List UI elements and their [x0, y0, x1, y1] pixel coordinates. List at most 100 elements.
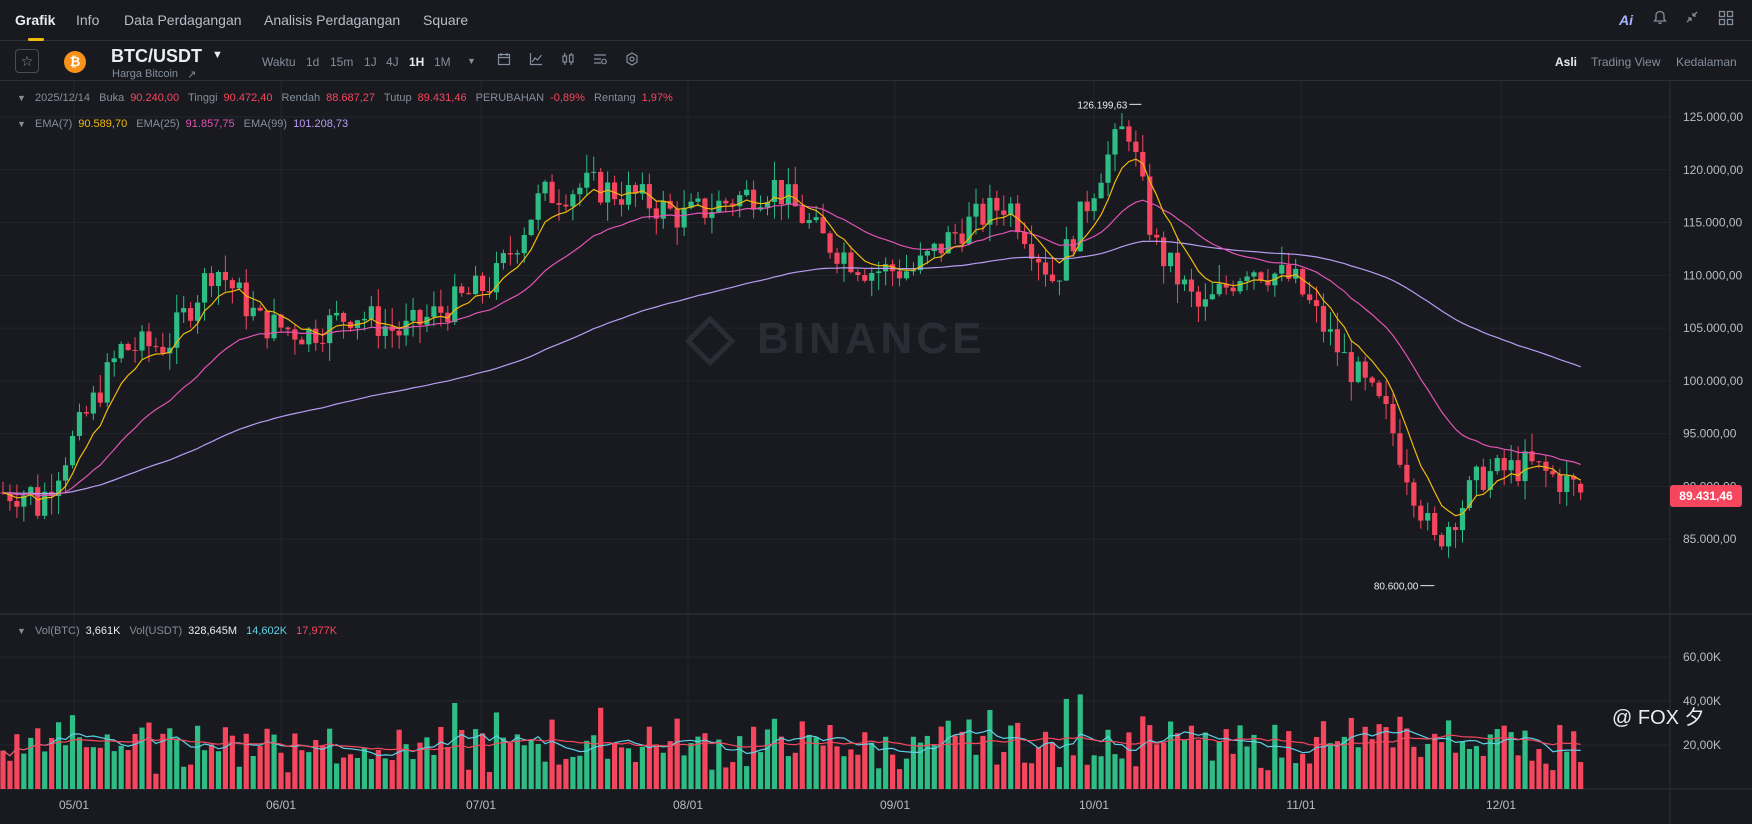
volume-bar [931, 744, 937, 789]
candlestick-chart[interactable]: 125.000,00 120.000,00 115.000,00 110.000,00… [0, 81, 1752, 824]
candle-body [125, 344, 131, 351]
candle-body [1251, 272, 1257, 277]
volume-bar [424, 737, 430, 789]
candle-body [855, 272, 861, 276]
timeframe-15m[interactable]: 15m [330, 55, 354, 69]
candle-body [292, 329, 298, 340]
volume-bar [855, 754, 861, 789]
favorite-star-icon[interactable]: ☆ [15, 49, 39, 73]
candle-body [521, 235, 527, 254]
view-asli[interactable]: Asli [1555, 55, 1578, 69]
ai-icon[interactable]: Ai [1619, 12, 1633, 28]
candle-body [994, 197, 1000, 211]
ema7-line [2, 158, 1581, 517]
volume-bar [431, 754, 437, 789]
tab-grafik[interactable]: Grafik [15, 12, 56, 28]
timeframe-1d[interactable]: 1d [306, 55, 320, 69]
ohlc-date: 2025/12/14 [34, 92, 91, 104]
volume-bar [1529, 760, 1535, 789]
candle-type-icon[interactable] [560, 52, 576, 68]
candle-body [431, 306, 437, 317]
candle-body [1466, 480, 1473, 508]
volume-legend: ▼ Vol(BTC) 3,661K Vol(USDT) 328,645M 14,60… [17, 625, 343, 637]
volume-bar [1181, 740, 1188, 789]
volume-bar [354, 758, 361, 789]
volume-bar [153, 773, 159, 789]
candle-body [1209, 294, 1215, 300]
candle-body [56, 480, 62, 497]
volume-bar [695, 736, 701, 789]
candle-body [320, 342, 326, 344]
candle-body [1557, 474, 1563, 492]
gear-icon[interactable] [624, 52, 640, 68]
price-axis-tick: 95.000,00 [1683, 427, 1737, 441]
bell-icon[interactable] [1650, 10, 1670, 30]
collapse-volume-chevron-icon[interactable]: ▼ [17, 626, 26, 636]
symbol-dropdown-caret-icon[interactable]: ▼ [212, 49, 223, 61]
candle-body [1195, 291, 1201, 307]
candle-body [605, 182, 611, 203]
timeframe-1m[interactable]: 1M [434, 55, 451, 69]
volume-bar [618, 747, 625, 789]
tab-square[interactable]: Square [423, 12, 469, 28]
volume-bar [1341, 736, 1347, 789]
volume-bar [445, 747, 451, 789]
watermark: BINANCE [757, 314, 986, 363]
volume-bar [7, 760, 13, 789]
more-timeframes-caret-icon[interactable]: ▼ [467, 56, 476, 66]
tab-info[interactable]: Info [76, 12, 100, 28]
timeframe-4j[interactable]: 4J [386, 55, 399, 69]
high-label: Tinggi [187, 92, 218, 104]
collapse-ema-chevron-icon[interactable]: ▼ [17, 119, 26, 129]
candle-body [917, 255, 923, 271]
candle-body [1452, 526, 1459, 531]
candle-body [639, 184, 645, 194]
volume-bar [320, 745, 326, 789]
timeframe-1h[interactable]: 1H [409, 55, 425, 69]
candle-body [1181, 279, 1188, 285]
volume-bar [271, 734, 277, 789]
volume-bar [653, 744, 659, 789]
external-link-icon[interactable]: ↗ [187, 69, 197, 81]
volume-bar [243, 733, 249, 789]
volume-bar [486, 772, 493, 789]
timeframe-1j[interactable]: 1J [364, 55, 377, 69]
chart-settings-icon[interactable] [592, 52, 608, 68]
volume-bar [1557, 725, 1563, 789]
volume-bar [1571, 731, 1577, 789]
candle-body [188, 308, 194, 321]
view-kedalaman[interactable]: Kedalaman [1676, 55, 1737, 69]
collapse-icon[interactable] [1682, 10, 1702, 30]
indicator-icon[interactable] [528, 52, 544, 68]
volume-ma2-line [2, 734, 1581, 757]
volume-bar [806, 734, 812, 789]
candle-body [1571, 475, 1577, 480]
tab-data-perdagangan[interactable]: Data Perdagangan [124, 12, 242, 28]
symbol-title[interactable]: BTC/USDT [111, 46, 202, 66]
candle-body [688, 201, 694, 208]
view-trading-view[interactable]: Trading View [1591, 55, 1661, 69]
candle-body [681, 207, 687, 228]
volume-bar [848, 749, 854, 789]
chart-area[interactable]: 125.000,00 120.000,00 115.000,00 110.000,00… [0, 81, 1752, 824]
volume-bar [730, 762, 736, 789]
layout-grid-icon[interactable] [1716, 10, 1736, 30]
volume-bar [1376, 724, 1382, 789]
symbol-subtitle[interactable]: Harga Bitcoin [112, 68, 179, 80]
candle-body [174, 312, 180, 348]
candle-body [764, 201, 771, 208]
candle-body [1362, 361, 1368, 378]
tab-analisis-perdagangan[interactable]: Analisis Perdagangan [264, 12, 401, 28]
volume-bar [500, 737, 506, 789]
calendar-icon[interactable] [496, 52, 512, 68]
volume-bar [250, 755, 256, 789]
candle-body [820, 217, 826, 234]
volume-bar [1154, 744, 1160, 789]
volume-bar [1015, 722, 1021, 789]
candle-body [959, 233, 965, 244]
candle-body [313, 328, 319, 343]
volume-bar [361, 747, 367, 789]
volume-bar [1418, 756, 1424, 789]
volume-bar [1334, 741, 1340, 789]
collapse-ohlc-chevron-icon[interactable]: ▼ [17, 93, 26, 103]
